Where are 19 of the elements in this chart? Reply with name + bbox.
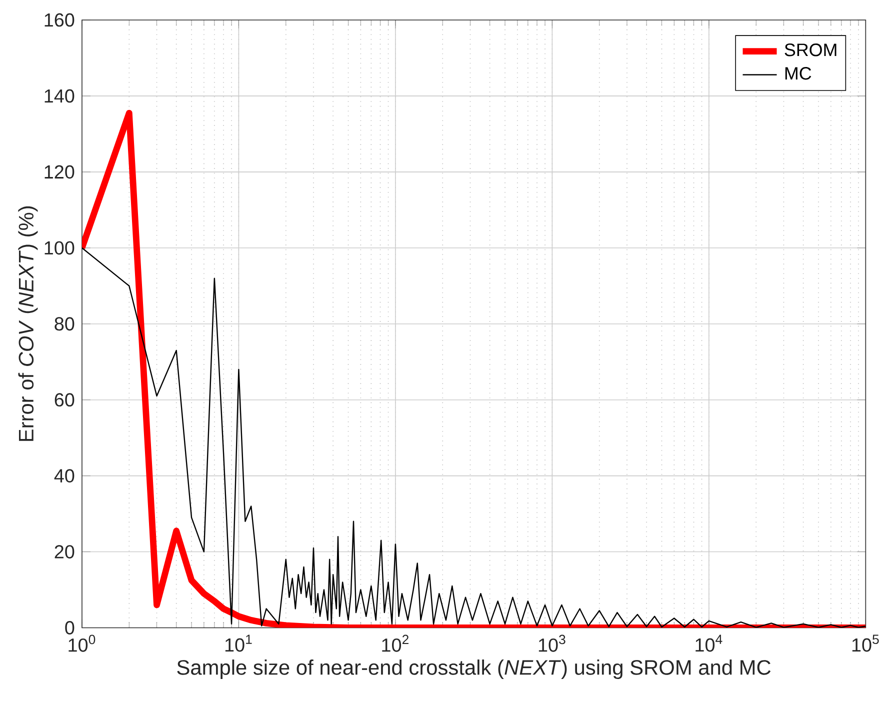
y-tick-label: 0 [65,621,74,635]
y-tick-label: 20 [54,545,74,559]
y-tick-label: 160 [44,13,74,27]
x-tick-label: 10$^{2}$ [382,634,408,652]
y-tick-label: 120 [44,165,74,179]
legend-label: MC [785,67,812,80]
y-tick-label: 80 [54,317,74,331]
legend-label: SROM [784,44,836,56]
y-tick-label: 100 [44,241,74,255]
y-axis-title: Error of COV (NEXT) (%) [18,206,38,442]
y-tick-label: 60 [54,393,74,407]
x-tick-label: 10$^{4}$ [696,634,722,652]
x-axis-title: Sample size of near-end crosstalk (NEXT) using SROM and MC [177,660,771,680]
x-tick-label: 10$^{3}$ [538,634,566,652]
x-tick-label: 10$^{5}$ [852,634,879,652]
x-tick-label: 10$^{0}$ [68,634,96,652]
x-tick-label: 10$^{1}$ [225,634,252,652]
y-tick-label: 140 [44,89,74,103]
y-tick-label: 40 [54,469,74,483]
